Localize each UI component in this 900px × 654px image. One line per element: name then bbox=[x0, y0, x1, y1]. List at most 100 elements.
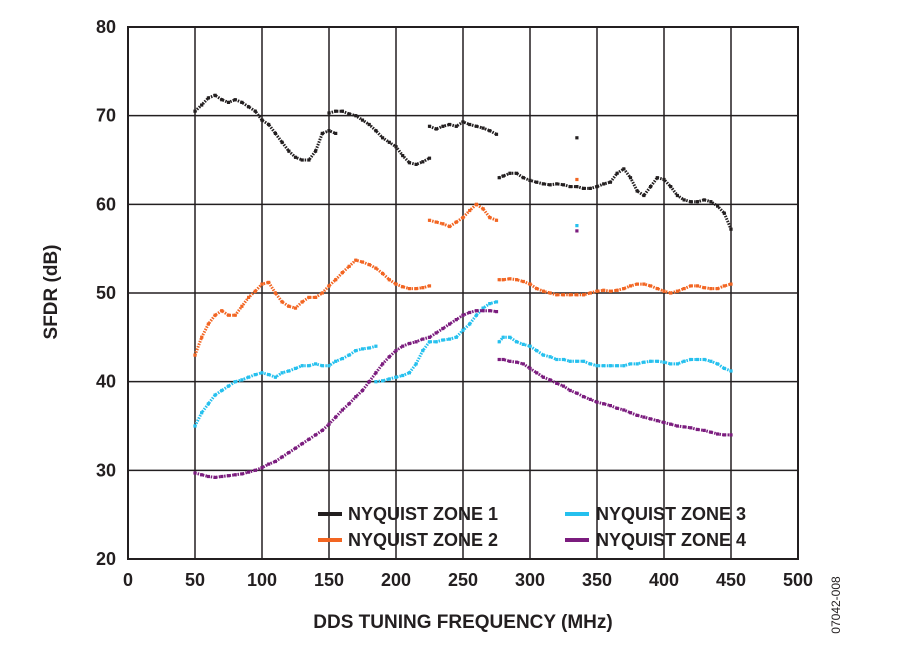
data-point-zone-1 bbox=[240, 100, 244, 104]
data-point-zone-4 bbox=[508, 359, 512, 363]
data-point-zone-3 bbox=[401, 373, 405, 378]
data-point-zone-4 bbox=[407, 341, 411, 346]
data-point-zone-2 bbox=[602, 288, 606, 292]
data-point-zone-2 bbox=[441, 222, 445, 226]
data-point-zone-4 bbox=[622, 408, 626, 412]
data-point-zone-2 bbox=[555, 293, 559, 297]
data-point-zone-1 bbox=[360, 118, 365, 122]
data-point-zone-4 bbox=[555, 381, 559, 385]
y-tick-label-60: 60 bbox=[96, 194, 116, 214]
data-point-zone-3 bbox=[501, 335, 505, 339]
data-point-zone-2 bbox=[548, 291, 552, 295]
data-point-zone-3 bbox=[213, 393, 217, 397]
x-tick-label-300: 300 bbox=[515, 570, 545, 590]
data-point-zone-2 bbox=[273, 291, 277, 295]
data-point-zone-1 bbox=[501, 174, 505, 178]
data-point-zone-4 bbox=[367, 380, 371, 384]
data-point-zone-2 bbox=[608, 289, 612, 293]
data-point-zone-3 bbox=[220, 388, 224, 393]
data-point-zone-3 bbox=[588, 362, 592, 366]
data-point-zone-2 bbox=[689, 284, 693, 288]
data-point-zone-3 bbox=[628, 362, 633, 366]
data-point-zone-1 bbox=[327, 129, 331, 133]
data-point-zone-2 bbox=[582, 293, 586, 297]
grid bbox=[127, 26, 799, 560]
data-point-zone-3 bbox=[434, 340, 438, 344]
series-zone-2-segment-1 bbox=[193, 258, 430, 356]
data-point-zone-4 bbox=[307, 437, 311, 441]
data-point-zone-1 bbox=[561, 183, 566, 187]
data-point-zone-4 bbox=[474, 309, 478, 313]
data-point-zone-3 bbox=[468, 322, 472, 326]
data-point-zone-2 bbox=[497, 278, 501, 282]
data-point-zone-4 bbox=[608, 404, 612, 408]
data-point-zone-1 bbox=[541, 182, 545, 186]
data-point-zone-4 bbox=[582, 395, 586, 399]
data-point-zone-1 bbox=[468, 122, 472, 127]
data-point-zone-2 bbox=[628, 284, 633, 288]
data-point-zone-1 bbox=[407, 161, 411, 165]
data-point-zone-4 bbox=[340, 408, 344, 412]
data-point-zone-3 bbox=[548, 355, 552, 359]
data-point-zone-2 bbox=[293, 306, 298, 310]
data-point-zone-4 bbox=[595, 400, 599, 404]
data-point-zone-3 bbox=[367, 346, 371, 350]
data-point-zone-1 bbox=[293, 155, 298, 159]
data-point-zone-1 bbox=[575, 136, 579, 140]
data-point-zone-1 bbox=[374, 129, 378, 133]
data-point-zone-4 bbox=[497, 357, 501, 362]
data-point-zone-2 bbox=[508, 277, 512, 281]
data-point-zone-1 bbox=[649, 185, 653, 189]
data-point-zone-4 bbox=[635, 413, 639, 417]
data-point-zone-2 bbox=[481, 207, 485, 211]
data-point-zone-1 bbox=[461, 120, 465, 124]
data-point-zone-4 bbox=[575, 229, 579, 233]
data-point-zone-3 bbox=[226, 384, 231, 388]
data-point-zone-2 bbox=[541, 289, 545, 293]
data-point-zone-2 bbox=[716, 287, 720, 291]
data-point-zone-1 bbox=[267, 122, 271, 127]
data-point-zone-3 bbox=[689, 357, 693, 362]
data-point-zone-1 bbox=[535, 180, 539, 184]
data-point-zone-2 bbox=[394, 282, 398, 286]
data-point-zone-4 bbox=[695, 427, 700, 432]
data-point-zone-3 bbox=[273, 375, 277, 379]
data-point-zone-3 bbox=[615, 364, 619, 368]
data-point-zone-1 bbox=[635, 189, 639, 193]
x-tick-label-400: 400 bbox=[649, 570, 679, 590]
data-point-zone-4 bbox=[347, 402, 351, 406]
data-point-zone-1 bbox=[702, 198, 706, 202]
data-point-zone-1 bbox=[642, 193, 646, 198]
data-point-zone-2 bbox=[575, 293, 579, 297]
data-point-zone-4 bbox=[267, 462, 271, 466]
data-point-zone-1 bbox=[448, 122, 452, 127]
x-tick-label-150: 150 bbox=[314, 570, 344, 590]
data-point-zone-1 bbox=[287, 149, 291, 153]
series-layer bbox=[193, 93, 733, 479]
data-point-zone-2 bbox=[515, 278, 519, 282]
data-point-zone-2 bbox=[421, 286, 425, 290]
data-point-zone-4 bbox=[247, 470, 251, 474]
series-zone-3-segment-3 bbox=[498, 335, 732, 373]
data-point-zone-2 bbox=[253, 289, 257, 293]
data-point-zone-2 bbox=[501, 278, 505, 282]
data-point-zone-3 bbox=[521, 342, 525, 346]
data-point-zone-2 bbox=[287, 304, 291, 308]
data-point-zone-1 bbox=[568, 185, 572, 189]
data-point-zone-4 bbox=[448, 322, 452, 326]
data-point-zone-1 bbox=[669, 185, 673, 189]
data-point-zone-4 bbox=[568, 388, 572, 393]
series-zone-2 bbox=[193, 177, 733, 357]
data-point-zone-1 bbox=[233, 98, 237, 102]
data-point-zone-3 bbox=[394, 375, 398, 379]
data-point-zone-4 bbox=[200, 473, 204, 477]
data-point-zone-3 bbox=[427, 340, 432, 344]
data-point-zone-1 bbox=[226, 100, 231, 104]
x-tick-label-350: 350 bbox=[582, 570, 612, 590]
data-point-zone-2 bbox=[300, 300, 304, 304]
y-tick-label-70: 70 bbox=[96, 106, 116, 126]
data-point-zone-1 bbox=[488, 129, 492, 133]
data-point-zone-1 bbox=[334, 109, 338, 113]
data-point-zone-2 bbox=[655, 287, 659, 291]
data-point-zone-3 bbox=[595, 364, 599, 368]
